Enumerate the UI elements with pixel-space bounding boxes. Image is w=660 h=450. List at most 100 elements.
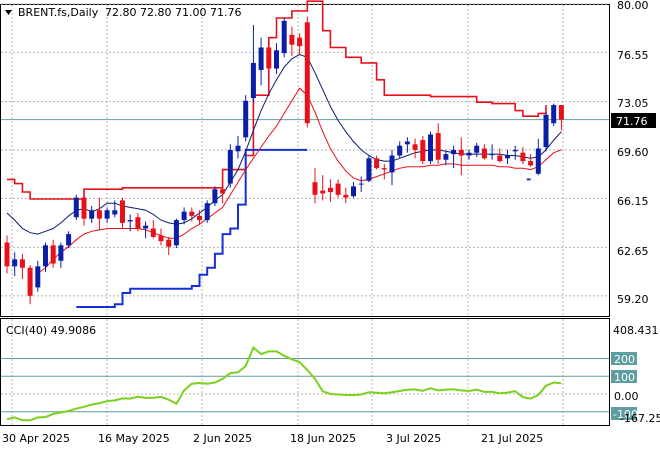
cci-tick-label: 0.00: [614, 390, 639, 403]
candle-body: [551, 105, 557, 124]
candle-body: [404, 141, 410, 145]
candle-body: [297, 37, 303, 47]
candle-body: [343, 194, 349, 198]
bullish-candle: [181, 207, 187, 225]
date-tick-label: 21 Jul 2025: [481, 432, 543, 445]
indicator-lines: [6, 0, 562, 308]
bullish-candle: [281, 18, 287, 58]
candle-body: [435, 133, 441, 160]
bearish-candle: [327, 179, 333, 202]
candle-body: [35, 266, 41, 288]
candle-body: [443, 154, 449, 160]
candle-body: [89, 210, 95, 219]
collapse-triangle-icon[interactable]: [5, 10, 12, 15]
candles: [4, 16, 564, 305]
bullish-candle: [397, 141, 403, 159]
bearish-candle: [381, 163, 387, 180]
candle-body: [505, 155, 510, 159]
candle-body: [412, 144, 418, 150]
candle-body: [466, 152, 472, 156]
upper-band-line: [7, 0, 547, 200]
bearish-candle: [412, 138, 418, 159]
candle-body: [481, 148, 487, 159]
bullish-candle: [428, 131, 433, 164]
bullish-candle: [143, 221, 149, 239]
bullish-candle: [366, 155, 372, 183]
candle-body: [258, 47, 264, 70]
price-tick-label: 69.60: [617, 146, 649, 159]
bearish-candle: [135, 213, 141, 232]
candle-body: [528, 161, 534, 166]
candle-body: [189, 211, 195, 216]
candle-body: [120, 200, 125, 223]
candle-body: [397, 145, 403, 156]
price-tick-label: 80.00: [617, 0, 649, 12]
candle-body: [158, 235, 164, 242]
bearish-candle: [374, 155, 380, 170]
candle-body: [250, 62, 256, 99]
bullish-candle: [235, 135, 241, 159]
candle-body: [220, 189, 226, 194]
candle-body: [243, 100, 249, 138]
candle-body: [73, 197, 79, 218]
bearish-candle: [120, 197, 125, 229]
cci-tick-label: 408.431: [613, 324, 659, 337]
bullish-candle: [89, 206, 95, 223]
bearish-candle: [266, 44, 272, 82]
candle-body: [81, 197, 87, 219]
candle-body: [266, 47, 272, 69]
bullish-candle: [173, 218, 179, 249]
bullish-candle: [489, 144, 495, 160]
bearish-candle: [4, 235, 10, 274]
bullish-candle: [258, 37, 264, 86]
candle-body: [166, 239, 172, 247]
candle-body: [173, 220, 179, 246]
bearish-candle: [189, 207, 195, 222]
bearish-candle: [96, 197, 102, 230]
bearish-candle: [528, 154, 534, 167]
bullish-candle: [505, 149, 510, 164]
bearish-candle: [520, 147, 526, 164]
candle-body: [327, 187, 333, 193]
bullish-candle: [474, 142, 480, 157]
price-tick-label: 66.15: [617, 195, 649, 208]
candle-body: [4, 242, 10, 267]
bullish-candle: [543, 112, 549, 152]
bullish-candle: [443, 151, 449, 166]
bearish-candle: [343, 187, 349, 204]
candle-body: [50, 245, 56, 264]
bullish-candle: [243, 95, 249, 142]
candle-body: [358, 183, 364, 185]
bullish-candle: [104, 207, 110, 223]
cci-tick-label: 200: [614, 353, 635, 366]
candle-body: [520, 152, 526, 162]
candle-body: [335, 183, 341, 195]
bearish-candle: [81, 193, 87, 226]
bullish-candle: [358, 176, 364, 193]
bullish-candle: [351, 182, 356, 198]
bearish-candle: [197, 210, 202, 225]
ohlc-readout: 72.80 72.80 71.00 71.76: [105, 6, 241, 19]
cci-tick-label: 100: [614, 371, 635, 384]
bearish-candle: [497, 148, 503, 163]
bullish-candle: [274, 43, 279, 75]
candle-body: [104, 210, 110, 219]
bearish-candle: [304, 16, 310, 128]
candle-body: [135, 217, 141, 229]
candle-body: [212, 189, 218, 204]
bearish-candle: [50, 239, 56, 268]
candle-body: [204, 203, 210, 221]
candle-body: [489, 154, 495, 156]
bearish-candle: [158, 228, 164, 246]
bearish-candle: [420, 135, 426, 164]
candle-body: [43, 245, 48, 267]
candle-body: [58, 245, 64, 261]
cci-label: CCI(40) 49.9086: [6, 324, 96, 337]
price-tick-label: 62.65: [617, 245, 649, 258]
bearish-candle: [27, 264, 33, 305]
cci-series-line: [6, 345, 562, 422]
bullish-candle: [466, 149, 472, 160]
candle-body: [274, 50, 279, 69]
cci-panel-frame: [0, 318, 610, 426]
